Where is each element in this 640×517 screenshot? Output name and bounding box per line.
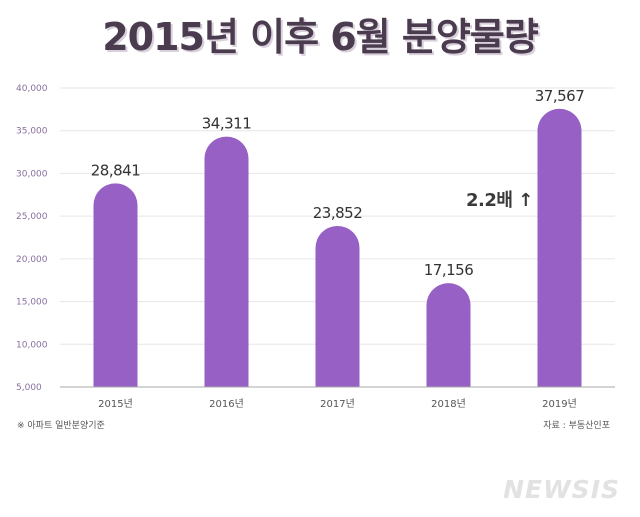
y-tick-label: 5,000 [16, 383, 42, 393]
data-label: 23,852 [313, 204, 363, 222]
newsis-watermark: NEWSIS [503, 475, 620, 504]
x-tick-label: 2016년 [209, 398, 244, 410]
data-label: 17,156 [424, 261, 474, 279]
chart-title: 2015년 이후 6월 분양물량 [102, 15, 539, 59]
y-tick-label: 35,000 [16, 127, 48, 137]
x-tick-label: 2019년 [542, 398, 577, 410]
bar-2016년 [204, 136, 249, 387]
x-tick-label: 2017년 [320, 398, 355, 410]
growth-annotation: 2.2배 ↑ [466, 190, 533, 211]
y-tick-label: 15,000 [16, 298, 48, 308]
bar-2019년 [537, 108, 582, 387]
data-label: 37,567 [535, 87, 585, 105]
bar-2015년 [93, 183, 138, 387]
source-credit: 자료 : 부동산인포 [543, 421, 610, 431]
footnote: ※ 아파트 일반분양기준 [17, 421, 105, 431]
x-tick-label: 2015년 [98, 398, 133, 410]
y-axis-ticks: 5,000 10,000 15,000 20,000 25,000 30,000 35,00… [16, 84, 48, 393]
y-tick-label: 40,000 [16, 84, 48, 94]
x-tick-label: 2018년 [431, 398, 466, 410]
y-tick-label: 20,000 [16, 255, 48, 265]
data-label: 34,311 [202, 115, 252, 133]
bar-2017년 [315, 225, 360, 387]
y-tick-label: 10,000 [16, 340, 48, 350]
bar-2018년 [426, 283, 471, 387]
x-axis-labels: 2015년 2016년 2017년 2018년 2019년 [98, 398, 577, 410]
y-tick-label: 30,000 [16, 169, 48, 179]
bars [93, 108, 582, 387]
y-tick-label: 25,000 [16, 212, 48, 222]
data-labels: 28,841 34,311 23,852 17,156 37,567 [91, 87, 585, 279]
data-label: 28,841 [91, 161, 141, 179]
